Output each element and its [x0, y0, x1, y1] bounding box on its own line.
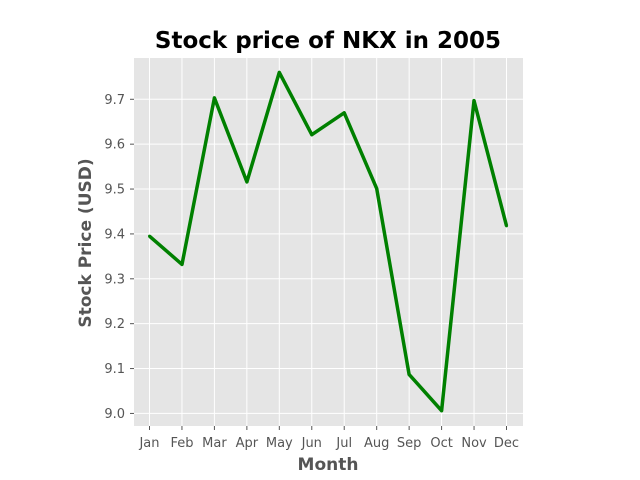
data-point: [180, 262, 184, 266]
series-line: [148, 70, 509, 413]
y-tick-label: 9.3: [104, 272, 125, 287]
x-tick-label: Nov: [461, 436, 487, 451]
x-tick-label: Jan: [138, 436, 159, 451]
data-point: [407, 372, 411, 376]
data-point: [310, 133, 314, 137]
x-tick-label: Apr: [236, 436, 259, 451]
y-tick-label: 9.2: [104, 317, 125, 332]
y-tick-label: 9.0: [104, 407, 125, 422]
data-points: [148, 70, 508, 413]
x-tick-label: Mar: [202, 436, 227, 451]
y-axis-label: Stock Price (USD): [76, 158, 96, 327]
x-tick-label: Sep: [397, 436, 422, 451]
data-point: [440, 409, 444, 413]
data-point: [375, 187, 379, 191]
x-tick-label: May: [266, 436, 293, 451]
x-tick-label: Feb: [170, 436, 193, 451]
x-tick-label: Dec: [494, 436, 519, 451]
y-tick-label: 9.6: [104, 138, 125, 153]
grid-lines: [134, 58, 523, 426]
chart-title: Stock price of NKX in 2005: [155, 28, 501, 54]
y-tick-label: 9.1: [104, 362, 125, 377]
data-point: [472, 99, 476, 103]
data-point: [212, 96, 216, 100]
x-tick-label: Jun: [301, 436, 322, 451]
data-point: [277, 70, 281, 74]
y-tick-label: 9.5: [104, 183, 125, 198]
data-point: [342, 111, 346, 115]
data-point: [148, 234, 151, 238]
y-tick-label: 9.7: [104, 93, 125, 108]
x-tick-label: Oct: [430, 436, 452, 451]
data-point: [505, 224, 508, 228]
tick-labels: Jan Feb Mar Apr May Jun Jul Aug Sep Oct Nov Dec 9.0 9…: [104, 93, 519, 451]
x-tick-label: Jul: [335, 436, 352, 451]
plot-area: [134, 58, 523, 426]
data-point: [245, 180, 249, 184]
x-axis-label: Month: [298, 455, 359, 475]
y-tick-label: 9.4: [104, 227, 125, 242]
x-tick-label: Aug: [364, 436, 389, 451]
